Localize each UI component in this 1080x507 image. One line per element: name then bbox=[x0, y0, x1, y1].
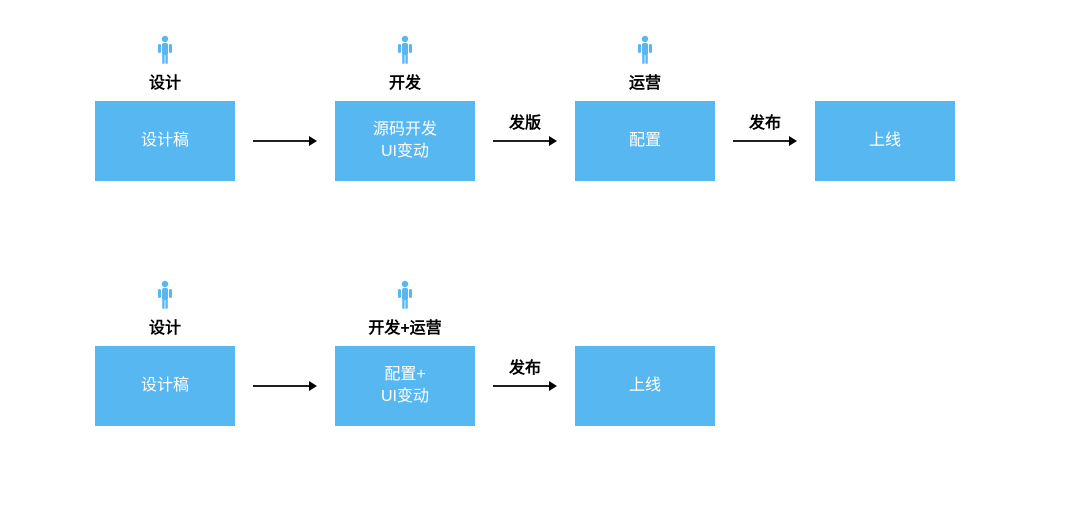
box-design-draft: 设计稿 bbox=[95, 101, 235, 181]
box-source-ui: 源码开发 UI变动 bbox=[335, 101, 475, 181]
role-block: 设计 bbox=[149, 280, 181, 338]
role-block: 运营 bbox=[629, 35, 661, 93]
stage-online: 上线 bbox=[815, 101, 955, 181]
role-label: 开发+运营 bbox=[368, 314, 441, 338]
flow-row-2: 设计 设计稿 开发+运营 配置+ UI变动 发布 bbox=[95, 280, 715, 426]
arrow-icon bbox=[253, 134, 317, 148]
person-icon bbox=[637, 35, 653, 65]
box-config: 配置 bbox=[575, 101, 715, 181]
stage-operate: 运营 配置 bbox=[575, 35, 715, 181]
stage-design: 设计 设计稿 bbox=[95, 35, 235, 181]
person-icon bbox=[157, 280, 173, 310]
arrow-label: 发版 bbox=[509, 109, 541, 133]
role-block: 开发 bbox=[389, 35, 421, 93]
role-label: 运营 bbox=[629, 69, 661, 93]
person-icon bbox=[397, 35, 413, 65]
arrow-icon bbox=[733, 134, 797, 148]
arrow-icon bbox=[253, 379, 317, 393]
arrow: 发版 bbox=[493, 101, 557, 181]
role-label: 设计 bbox=[149, 69, 181, 93]
arrow-label: 发布 bbox=[749, 109, 781, 133]
arrow-icon bbox=[493, 134, 557, 148]
person-icon bbox=[397, 280, 413, 310]
person-icon bbox=[157, 35, 173, 65]
stage-design: 设计 设计稿 bbox=[95, 280, 235, 426]
role-block: 设计 bbox=[149, 35, 181, 93]
arrow bbox=[253, 346, 317, 426]
arrow: 发布 bbox=[733, 101, 797, 181]
arrow-icon bbox=[493, 379, 557, 393]
arrow-label: 发布 bbox=[509, 354, 541, 378]
box-online: 上线 bbox=[815, 101, 955, 181]
role-block: 开发+运营 bbox=[368, 280, 441, 338]
role-label: 开发 bbox=[389, 69, 421, 93]
box-design-draft: 设计稿 bbox=[95, 346, 235, 426]
arrow: 发布 bbox=[493, 346, 557, 426]
stage-develop: 开发 源码开发 UI变动 bbox=[335, 35, 475, 181]
box-online: 上线 bbox=[575, 346, 715, 426]
arrow bbox=[253, 101, 317, 181]
box-config-ui: 配置+ UI变动 bbox=[335, 346, 475, 426]
role-label: 设计 bbox=[149, 314, 181, 338]
stage-dev-operate: 开发+运营 配置+ UI变动 bbox=[335, 280, 475, 426]
flow-row-1: 设计 设计稿 开发 源码开发 UI变动 发版 bbox=[95, 35, 955, 181]
stage-online: 上线 bbox=[575, 346, 715, 426]
